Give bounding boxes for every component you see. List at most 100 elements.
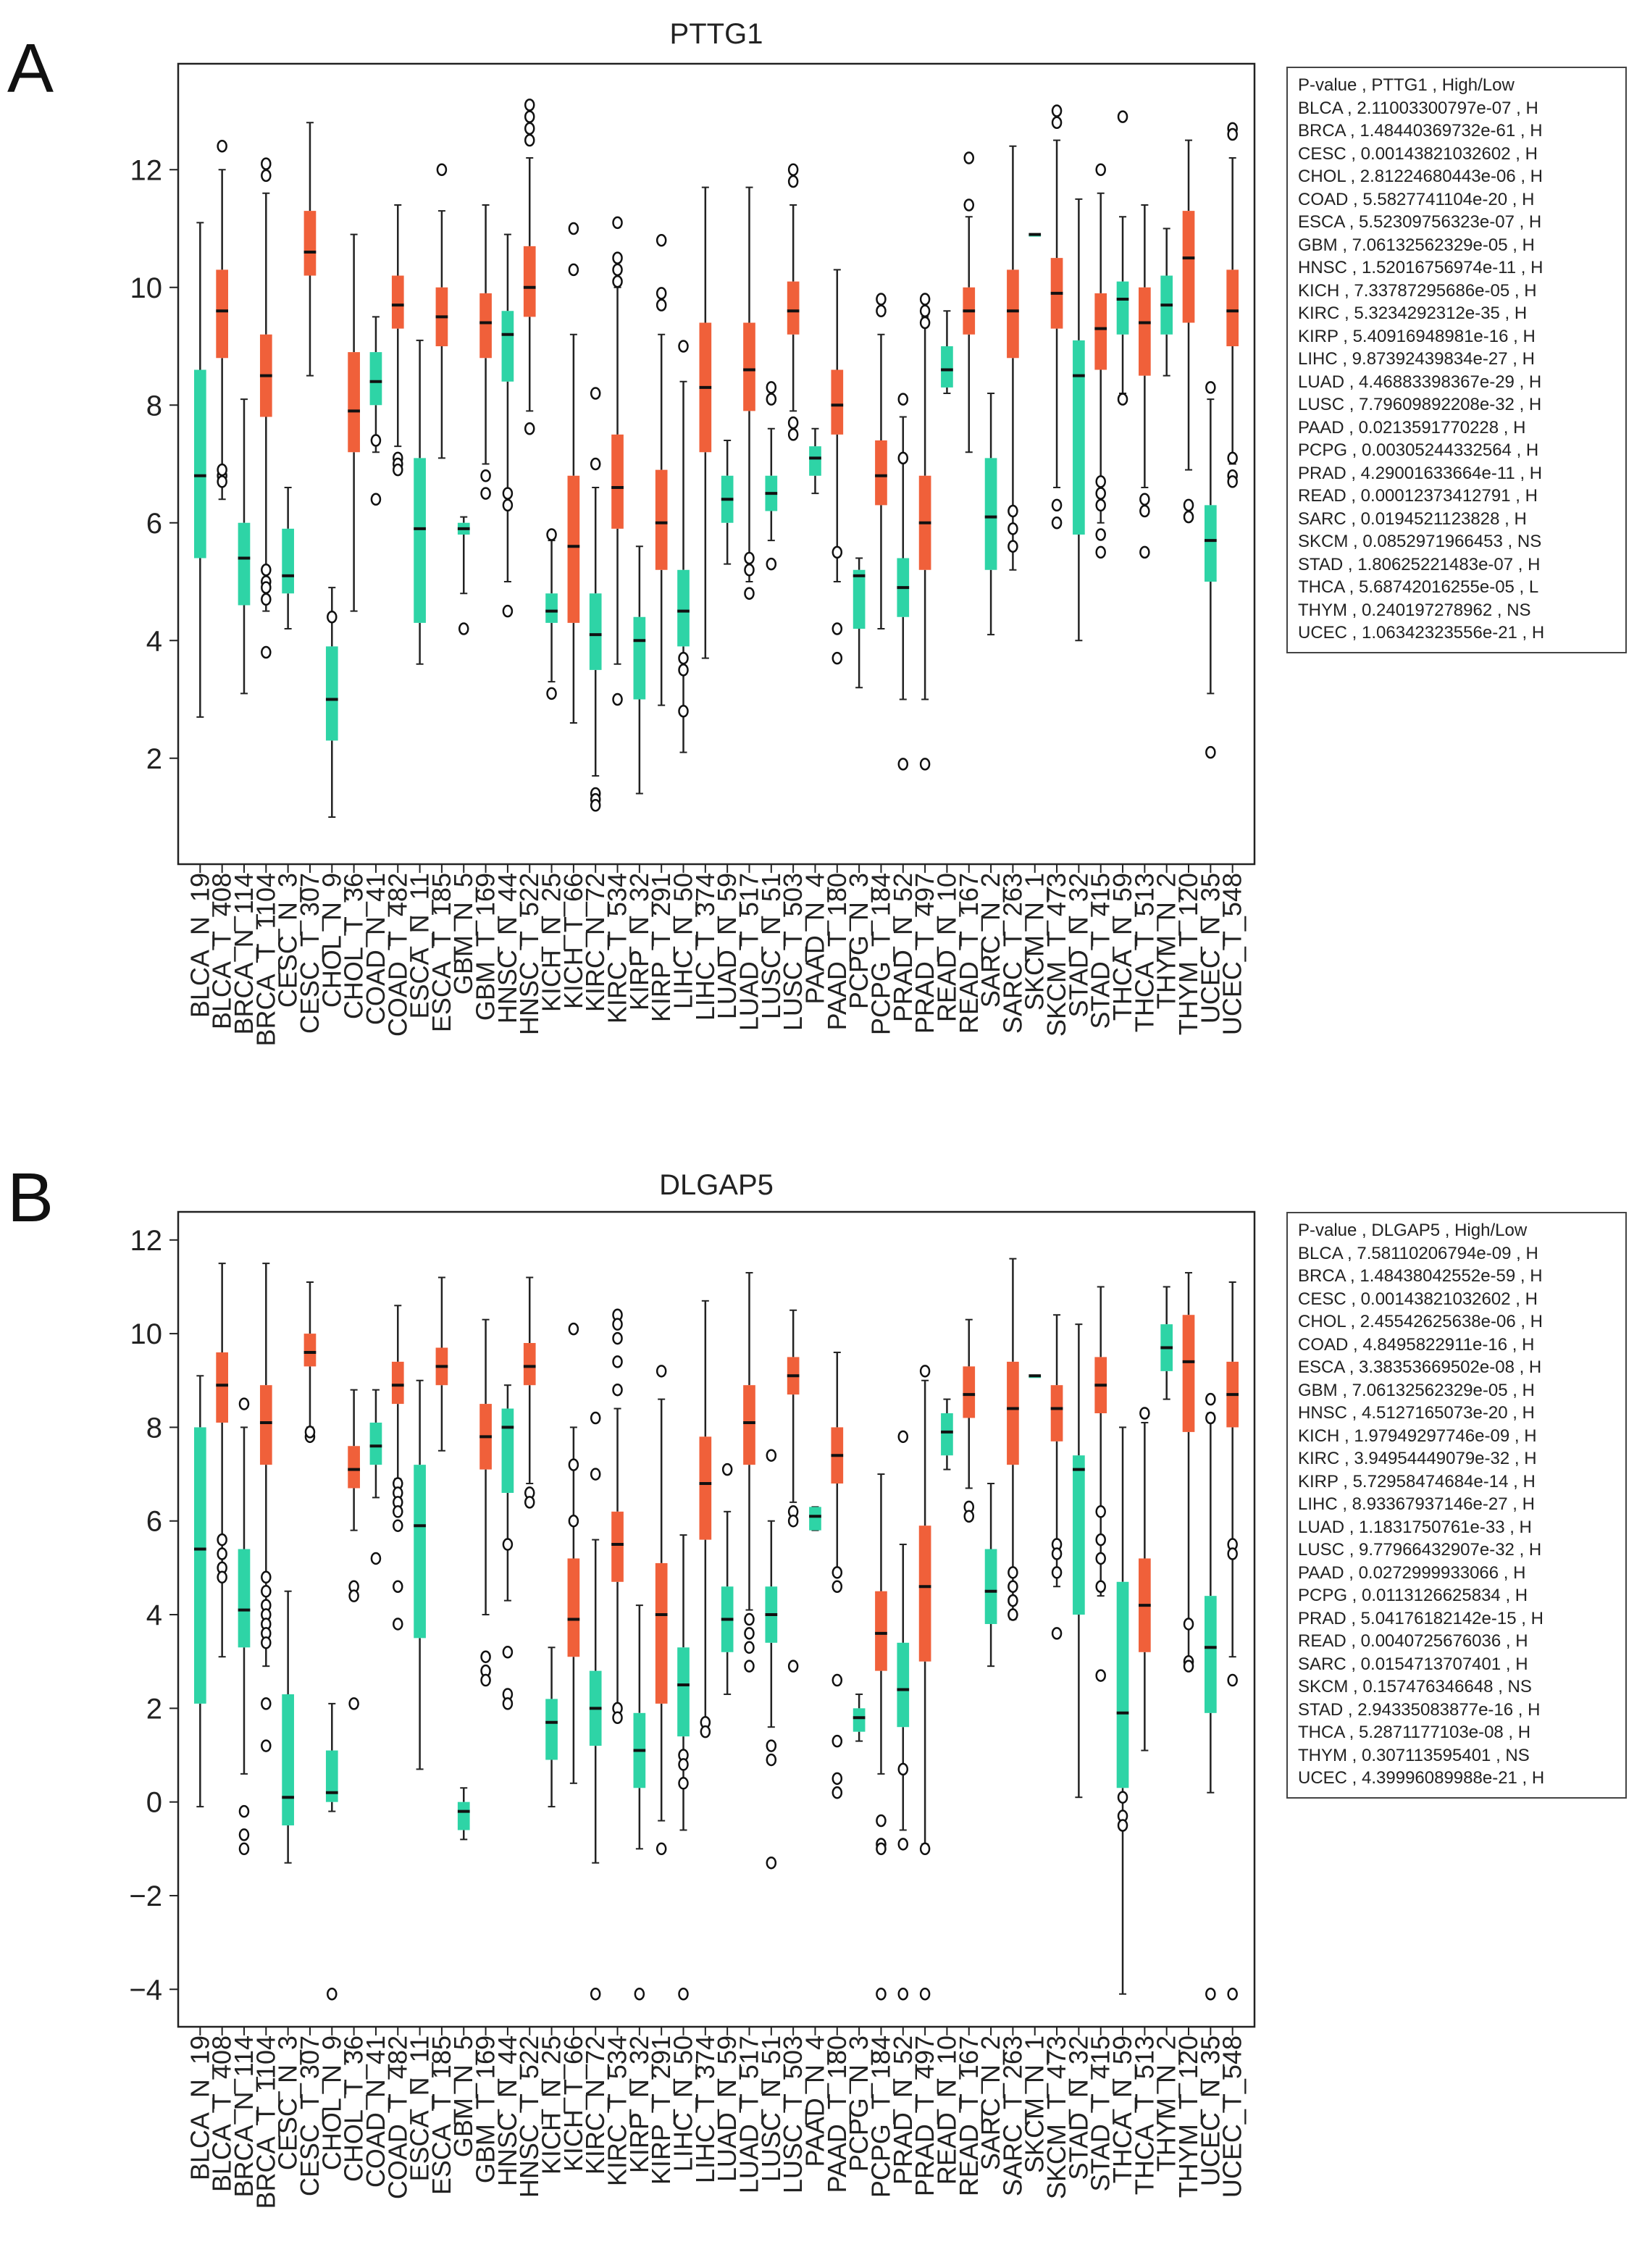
pttg1-box-paad-n-4 — [809, 427, 821, 495]
pttg1-box-hnsc-t-522 — [523, 99, 536, 435]
outlier-point — [590, 1468, 601, 1481]
iqr-box — [369, 1422, 382, 1465]
pttg1-ytick-label: 4 — [146, 625, 162, 657]
outlier-point — [1227, 1547, 1238, 1560]
pttg1-box-luad-n-59 — [721, 440, 734, 565]
outlier-point — [370, 434, 382, 447]
panel-label-b: B — [7, 1159, 54, 1236]
dlgap5-box-kich-n-25 — [545, 1646, 558, 1808]
iqr-box — [853, 1708, 866, 1732]
iqr-box — [348, 352, 360, 453]
outlier-point — [261, 169, 272, 183]
dlgap5-legend-row: PRAD , 5.04176182142e-15 , H — [1298, 1608, 1543, 1628]
dlgap5-box-sarc-n-2 — [984, 1483, 997, 1667]
dlgap5-box-skcm-n-1 — [1029, 1374, 1042, 1378]
outlier-point — [393, 1505, 403, 1518]
dlgap5-xtick-label: COAD_T_482 — [382, 2035, 412, 2199]
outlier-point — [1183, 510, 1194, 524]
dlgap5-ytick-label: 4 — [146, 1599, 162, 1631]
dlgap5-box-luad-n-59 — [721, 1463, 734, 1695]
dlgap5-box-kirc-t-534 — [611, 1308, 624, 1725]
outlier-point — [546, 687, 557, 700]
iqr-box — [875, 440, 887, 506]
dlgap5-box-pcpg-n-3 — [853, 1693, 866, 1742]
outlier-point — [217, 1570, 227, 1584]
dlgap5-xtick-label: THYM_T_120 — [1173, 2035, 1203, 2198]
outlier-point — [919, 758, 931, 771]
panel-label-a: A — [7, 30, 54, 107]
outlier-point — [238, 1397, 250, 1410]
dlgap5-legend-row: BLCA , 7.58110206794e-09 , H — [1298, 1243, 1538, 1263]
outlier-point — [1095, 1505, 1106, 1518]
pttg1-box-stad-t-415 — [1094, 163, 1107, 559]
dlgap5-box-cesc-t-307 — [303, 1281, 317, 1444]
pttg1-legend-row: LIHC , 9.87392439834e-27 , H — [1298, 349, 1535, 369]
iqr-box — [875, 1591, 887, 1671]
outlier-point — [1095, 1669, 1106, 1682]
iqr-box — [414, 1465, 426, 1639]
pttg1-xtick-label: SKCM_N_1 — [1020, 873, 1050, 1010]
outlier-point — [436, 163, 448, 176]
dlgap5-legend-row: KICH , 1.97949297746e-09 , H — [1298, 1426, 1537, 1446]
pttg1-legend-row: LUSC , 7.79609892208e-32 , H — [1298, 395, 1542, 414]
outlier-point — [876, 304, 887, 317]
outlier-point — [787, 428, 799, 441]
dlgap5-xtick-label: SKCM_N_1 — [1020, 2035, 1050, 2173]
outlier-point — [458, 622, 469, 635]
iqr-box — [1205, 505, 1217, 582]
outlier-point — [744, 1641, 755, 1654]
pttg1-box-chol-t-36 — [348, 233, 360, 612]
iqr-box — [391, 275, 404, 329]
dlgap5-legend-header: P-value , DLGAP5 , High/Low — [1298, 1221, 1528, 1240]
pttg1-boxplot: PTTG1 2 4 6 8 10 12 BLCA_N_19BLCA_T_408BRCA_N_1… — [130, 18, 1256, 1046]
pttg1-box-lihc-n-50 — [677, 340, 690, 753]
pttg1-legend-row: KICH , 7.33787295686e-05 , H — [1298, 280, 1537, 301]
dlgap5-xtick-label: READ_N_10 — [931, 2035, 961, 2185]
pttg1-legend-row: GBM , 7.06132562329e-05 , H — [1298, 235, 1535, 255]
dlgap5-xtick-label: LUAD_N_59 — [712, 2035, 742, 2182]
pttg1-xtick-label: CHOL_N_9 — [317, 873, 346, 1008]
outlier-point — [634, 1987, 645, 2001]
iqr-box — [677, 569, 690, 647]
dlgap5-legend-row: PCPG , 0.0113126625834 , H — [1298, 1586, 1528, 1605]
iqr-box — [1073, 340, 1085, 535]
dlgap5-boxplot: DLGAP5−4−2024681012BLCA_N_19BLCA_T_408BR… — [129, 1169, 1256, 2209]
pttg1-box-thym-n-2 — [1160, 227, 1173, 377]
pttg1-box-sarc-n-2 — [984, 393, 997, 636]
dlgap5-box-kirp-t-291 — [655, 1365, 668, 1856]
iqr-box — [743, 322, 755, 411]
dlgap5-box-lihc-t-374 — [699, 1300, 712, 1738]
dlgap5-xtick-label: SARC_T_263 — [997, 2035, 1027, 2196]
dlgap5-legend-row: THCA , 5.2871177103e-08 , H — [1298, 1723, 1531, 1742]
outlier-point — [261, 593, 272, 606]
outlier-point — [546, 528, 557, 541]
outlier-point — [1117, 393, 1128, 406]
pttg1-xtick-label: READ_N_10 — [931, 873, 961, 1022]
dlgap5-ytick-label: 6 — [146, 1506, 162, 1538]
dlgap5-xtick-label: HNSC_N_44 — [493, 2035, 522, 2186]
pttg1-box-kirp-n-32 — [633, 545, 646, 795]
outlier-point — [612, 1355, 623, 1368]
dlgap5-plot-frame — [177, 1210, 1256, 2028]
pttg1-box-coad-t-482 — [391, 204, 404, 477]
pttg1-xtick-label: KIRP_N_32 — [624, 873, 654, 1010]
dlgap5-xtick-label: KIRP_T_291 — [646, 2035, 676, 2185]
outlier-point — [1051, 1566, 1063, 1579]
outlier-point — [1095, 528, 1106, 541]
pttg1-box-ucec-n-35 — [1205, 381, 1217, 759]
outlier-point — [766, 393, 777, 406]
dlgap5-box-stad-t-415 — [1094, 1286, 1107, 1682]
outlier-point — [568, 1514, 579, 1528]
outlier-point — [1117, 1819, 1128, 1832]
pttg1-box-brca-n-114 — [238, 398, 251, 695]
outlier-point — [480, 487, 491, 500]
dlgap5-box-lihc-n-50 — [677, 1534, 690, 2001]
iqr-box — [1205, 1596, 1217, 1713]
pttg1-ytick-label: 8 — [146, 390, 162, 422]
outlier-point — [502, 1538, 514, 1551]
outlier-point — [568, 1322, 579, 1336]
iqr-box — [655, 1562, 668, 1704]
outlier-point — [766, 1739, 777, 1752]
iqr-box — [1094, 293, 1107, 370]
dlgap5-xtick-label: CESC_T_307 — [295, 2035, 324, 2196]
